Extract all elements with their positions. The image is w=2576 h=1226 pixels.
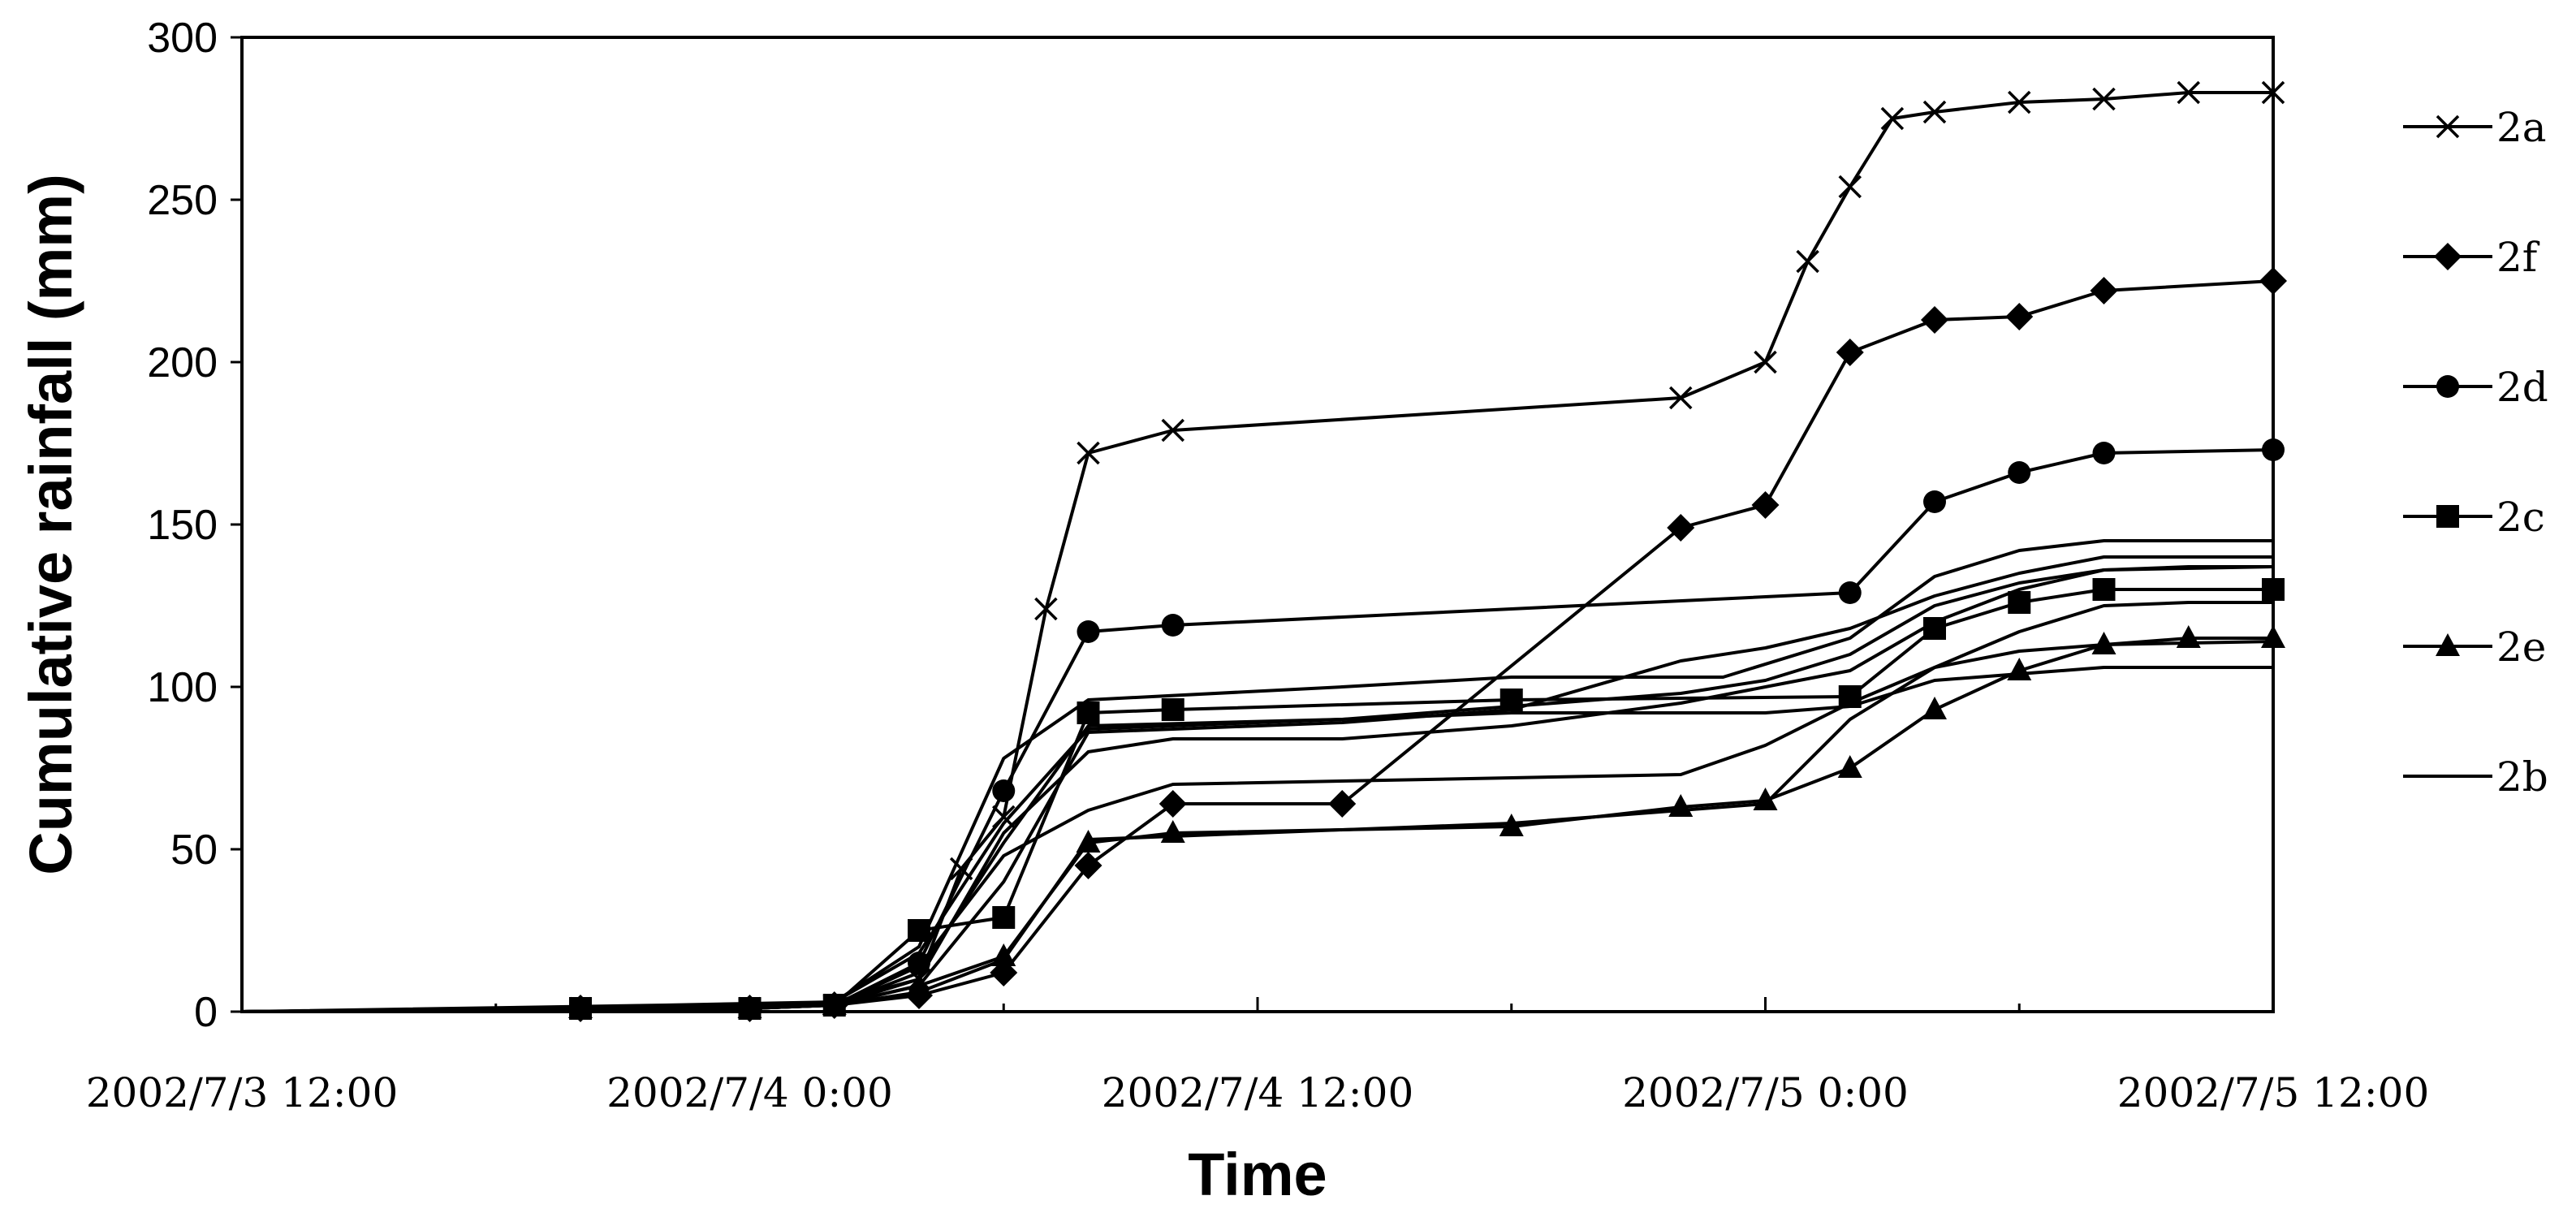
data-point	[1669, 386, 1693, 410]
series-line	[241, 637, 2273, 1013]
y-tick-label: 200	[147, 339, 218, 386]
series-unlabeled-6	[241, 539, 2273, 1013]
legend-label: 2a	[2496, 104, 2547, 151]
y-tick-label: 300	[147, 15, 218, 62]
data-point	[1751, 491, 1780, 519]
data-point	[1921, 306, 1948, 334]
legend-label: 2c	[2496, 494, 2545, 541]
data-point	[1034, 597, 1058, 621]
series-2a	[241, 80, 2285, 1021]
data-point	[1159, 790, 1187, 818]
data-point	[1836, 339, 1864, 366]
data-point	[2090, 277, 2118, 304]
plot-axes: 0 50 100 150 200 250 300 2002/7/3 12:00 2002/7/4…	[86, 15, 2430, 1116]
data-point	[1923, 490, 1946, 513]
legend-marker	[2436, 505, 2459, 528]
series-unlabeled-8	[241, 601, 2273, 1013]
series-line	[241, 279, 2274, 1013]
x-tick-label: 2002/7/5 0:00	[1622, 1069, 1909, 1116]
data-point	[2261, 80, 2285, 105]
data-point	[2008, 90, 2031, 114]
data-point	[2005, 303, 2034, 330]
data-point	[2262, 578, 2285, 601]
series-line	[241, 565, 2274, 1013]
x-tick-label: 2002/7/3 12:00	[86, 1069, 399, 1116]
legend-item-2a: 2a	[2403, 104, 2547, 151]
series-unlabeled-11	[241, 640, 2274, 1013]
legend-item-2d: 2d	[2403, 364, 2548, 411]
x-axis-title: Time	[1188, 1141, 1327, 1208]
legend-marker	[2436, 375, 2459, 398]
legend-marker	[2434, 243, 2462, 270]
legend-label: 2e	[2496, 624, 2546, 671]
x-tick-label: 2002/7/5 12:00	[2117, 1069, 2430, 1116]
legend-item-2c: 2c	[2403, 494, 2545, 541]
data-point	[2008, 591, 2031, 614]
data-point	[1837, 755, 1862, 778]
series-2f	[241, 267, 2287, 1022]
data-point	[1077, 620, 1100, 643]
y-tick-label: 250	[147, 177, 218, 224]
series-2b	[241, 565, 2273, 1013]
data-point	[1922, 100, 1947, 124]
legend-label: 2b	[2496, 753, 2548, 801]
data-point	[2262, 438, 2285, 461]
data-point	[1161, 418, 1184, 442]
data-point	[1074, 852, 1102, 879]
data-point	[1838, 175, 1862, 199]
y-tick-label: 50	[170, 827, 218, 874]
series-line	[241, 539, 2273, 1013]
series-layer	[241, 80, 2287, 1022]
series-unlabeled-7	[241, 565, 2274, 1013]
series-2e	[241, 625, 2285, 1018]
y-tick-label: 0	[194, 989, 218, 1036]
data-point	[1922, 697, 1947, 719]
series-line	[241, 640, 2274, 1013]
series-line	[241, 666, 2273, 1013]
x-tick-label: 2002/7/4 12:00	[1102, 1069, 1414, 1116]
plot-frame	[240, 36, 2275, 1013]
data-point	[2092, 87, 2116, 111]
series-line	[241, 555, 2273, 1013]
data-point	[1838, 581, 1862, 604]
y-axis-title: Cumulative rainfall (mm)	[17, 174, 84, 875]
data-point	[992, 805, 1016, 829]
data-point	[2177, 80, 2200, 105]
legend-marker	[2436, 633, 2460, 656]
legend-item-2e: 2e	[2403, 624, 2546, 671]
data-point	[992, 779, 1016, 802]
series-line	[241, 565, 2273, 1013]
series-2c	[241, 578, 2285, 1020]
series-line	[241, 601, 2273, 1013]
legend: 2a 2f 2d 2c 2e 2b	[2403, 104, 2548, 801]
data-point	[1328, 790, 1357, 818]
data-point	[1754, 350, 1777, 374]
legend-item-2f: 2f	[2403, 234, 2540, 281]
legend-marker	[2436, 114, 2460, 139]
series-2d	[241, 438, 2285, 1020]
x-tick-label: 2002/7/4 0:00	[606, 1069, 893, 1116]
data-point	[2008, 461, 2031, 484]
data-point	[1667, 514, 1695, 542]
data-point	[1880, 106, 1905, 131]
series-line	[241, 91, 2273, 1013]
data-point	[1161, 614, 1184, 637]
series-unlabeled-10	[241, 666, 2273, 1013]
data-point	[1796, 249, 1819, 274]
data-point	[2259, 267, 2287, 295]
data-point	[1161, 698, 1184, 721]
data-point	[992, 906, 1016, 929]
data-point	[2092, 578, 2116, 601]
series-unlabeled-9	[241, 555, 2273, 1013]
data-point	[2092, 442, 2116, 464]
legend-label: 2f	[2496, 234, 2540, 281]
legend-item-2b: 2b	[2403, 753, 2548, 801]
legend-label: 2d	[2496, 364, 2548, 411]
y-tick-label: 150	[147, 502, 218, 549]
series-line	[241, 448, 2274, 1013]
y-tick-label: 100	[147, 664, 218, 711]
data-point	[1077, 441, 1100, 465]
